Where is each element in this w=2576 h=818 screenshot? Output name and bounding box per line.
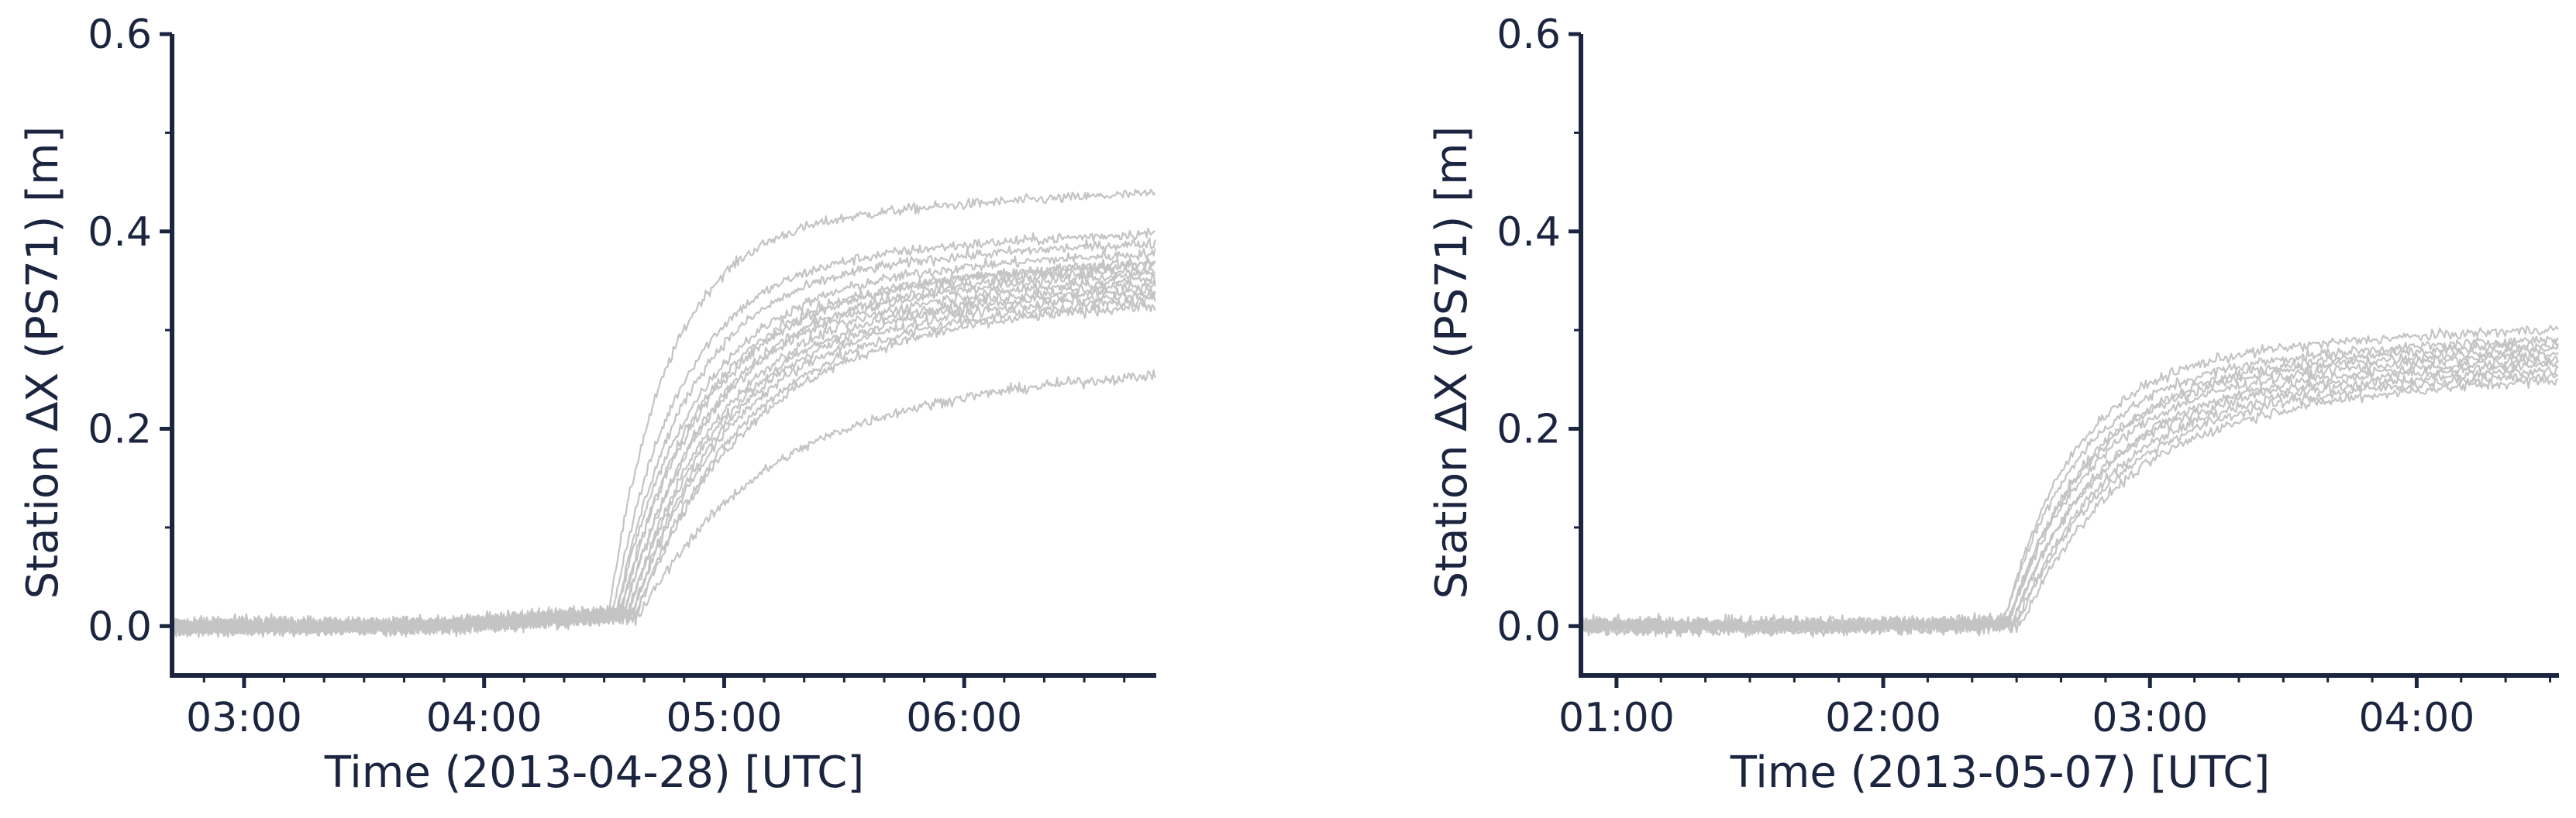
y-tick-label: 0.0 xyxy=(88,603,152,650)
series-line xyxy=(171,300,1156,638)
x-tick-label: 06:00 xyxy=(906,695,1022,741)
x-tick-label: 04:00 xyxy=(426,695,542,741)
x-axis-label: Time (2013-04-28) [UTC] xyxy=(324,748,865,798)
y-tick-label: 0.2 xyxy=(1496,407,1561,453)
series-line xyxy=(171,280,1156,637)
y-axis-label: Station ∆X (PS71) [m] xyxy=(1427,126,1477,600)
y-tick-label: 0.6 xyxy=(1496,12,1561,58)
y-tick-label: 0.4 xyxy=(88,209,152,256)
series-line xyxy=(1580,364,2559,638)
series-group xyxy=(170,188,1156,638)
y-tick-label: 0.0 xyxy=(1496,603,1561,650)
series-line xyxy=(170,269,1156,637)
x-tick-label: 01:00 xyxy=(1558,695,1675,741)
y-axis-label: Station ∆X (PS71) [m] xyxy=(18,126,68,600)
series-line xyxy=(1579,376,2559,636)
right-chart-panel: 0.0 0.2 0.4 0.6 01:00 02:00 03:00 04:00 Time (20… xyxy=(1427,12,2559,798)
x-axis-label: Time (2013-05-07) [UTC] xyxy=(1730,748,2271,798)
x-tick-label: 05:00 xyxy=(666,695,783,741)
y-tick-label: 0.6 xyxy=(88,12,152,58)
x-tick-label: 03:00 xyxy=(186,695,302,741)
series-line xyxy=(170,273,1156,638)
y-tick-label: 0.4 xyxy=(1496,209,1561,256)
y-tick-label: 0.2 xyxy=(88,407,152,453)
series-line xyxy=(171,188,1156,638)
x-tick-label: 03:00 xyxy=(2092,695,2208,741)
x-tick-label: 04:00 xyxy=(2359,695,2475,741)
series-line xyxy=(170,369,1156,638)
series-line xyxy=(1579,369,2559,638)
series-group xyxy=(1579,325,2559,638)
series-line xyxy=(170,257,1156,638)
left-chart-panel: 0.0 0.2 0.4 0.6 03:00 04:00 05:00 06:00 Time (20… xyxy=(18,12,1156,798)
series-line xyxy=(171,290,1156,637)
x-tick-label: 02:00 xyxy=(1825,695,1941,741)
